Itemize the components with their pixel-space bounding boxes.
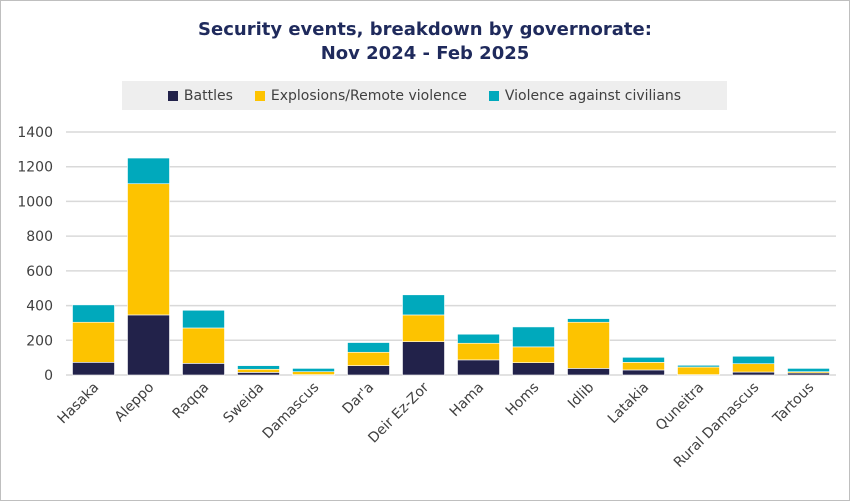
chart-title: Security events, breakdown by governorat… [198,19,652,40]
bar-segment-explosions-remote-violence [512,346,555,363]
bar-segment-battles [402,341,445,376]
bar-segment-explosions-remote-violence [347,351,390,366]
bar-segment-explosions-remote-violence [72,321,115,363]
bar-segment-violence-against-civilians [127,157,170,185]
x-tick-label: Hasaka [55,380,103,428]
bar-segment-explosions-remote-violence [677,366,720,375]
x-tick-label: Homs [503,380,543,420]
x-tick-label: Tartous [769,380,817,428]
y-tick-label: 1200 [17,160,53,176]
legend-swatch [167,90,178,101]
x-tick-label: Aleppo [112,380,158,426]
x-tick-label: Raqqa [170,380,213,423]
bar-segment-violence-against-civilians [72,304,115,323]
bar-segment-violence-against-civilians [512,326,555,348]
legend: Battles Explosions/Remote violence Viole… [122,81,727,110]
x-tick-label: Hama [447,380,488,421]
bar-segment-violence-against-civilians [347,342,390,353]
bar-segment-violence-against-civilians [622,356,665,363]
bar-segment-battles [787,372,830,376]
bar-segment-violence-against-civilians [402,294,445,316]
y-tick-label: 400 [26,299,53,315]
bar-segment-battles [347,365,390,376]
bar-segment-violence-against-civilians [567,318,610,323]
bar-segment-battles [72,362,115,376]
legend-label: Violence against civilians [504,87,682,104]
y-tick-label: 600 [26,264,53,280]
legend-item-battles: Battles [167,87,233,104]
bar-segment-battles [622,369,665,376]
bar-segment-battles [567,368,610,376]
bar-segment-explosions-remote-violence [732,363,775,373]
bar-segment-battles [237,372,280,376]
y-tick-label: 0 [44,368,53,384]
x-tick-label: Idlib [565,379,597,411]
bar-segment-battles [182,363,225,376]
bar-segment-explosions-remote-violence [127,183,170,316]
bar-segment-battles [732,371,775,376]
x-tick-label: Latakia [605,380,652,427]
legend-item-violence: Violence against civilians [488,87,682,104]
bar-segment-explosions-remote-violence [292,371,335,375]
bar-segment-explosions-remote-violence [567,321,610,369]
legend-swatch [254,90,265,101]
bar-segment-violence-against-civilians [677,364,720,368]
x-tick-label: Damascus [260,380,323,443]
y-tick-label: 1000 [17,194,53,210]
bar-segment-explosions-remote-violence [237,368,280,373]
bar-segment-violence-against-civilians [787,368,830,373]
legend-label: Battles [183,87,233,104]
legend-item-explosions: Explosions/Remote violence [254,87,467,104]
bar-segment-battles [512,362,555,376]
bar-segment-explosions-remote-violence [622,362,665,371]
bar-segment-explosions-remote-violence [402,314,445,342]
bar-segment-battles [127,314,170,376]
legend-swatch [488,90,499,101]
bar-segment-explosions-remote-violence [457,342,500,361]
legend-label: Explosions/Remote violence [270,87,467,104]
bar-segment-violence-against-civilians [182,309,225,329]
bar-segment-violence-against-civilians [457,333,500,344]
y-tick-label: 800 [26,229,53,245]
x-tick-label: Quneitra [653,380,708,435]
y-tick-label: 200 [26,333,53,349]
x-tick-label: Sweida [220,380,267,427]
chart-subtitle: Nov 2024 - Feb 2025 [320,43,530,64]
y-tick-label: 1400 [17,125,53,141]
bar-segment-violence-against-civilians [732,355,775,365]
x-tick-label: Dar'a [339,380,377,418]
bar-segment-explosions-remote-violence [182,327,225,364]
bar-segment-battles [457,359,500,376]
bar-segment-violence-against-civilians [237,365,280,370]
bar-segment-violence-against-civilians [292,368,335,373]
